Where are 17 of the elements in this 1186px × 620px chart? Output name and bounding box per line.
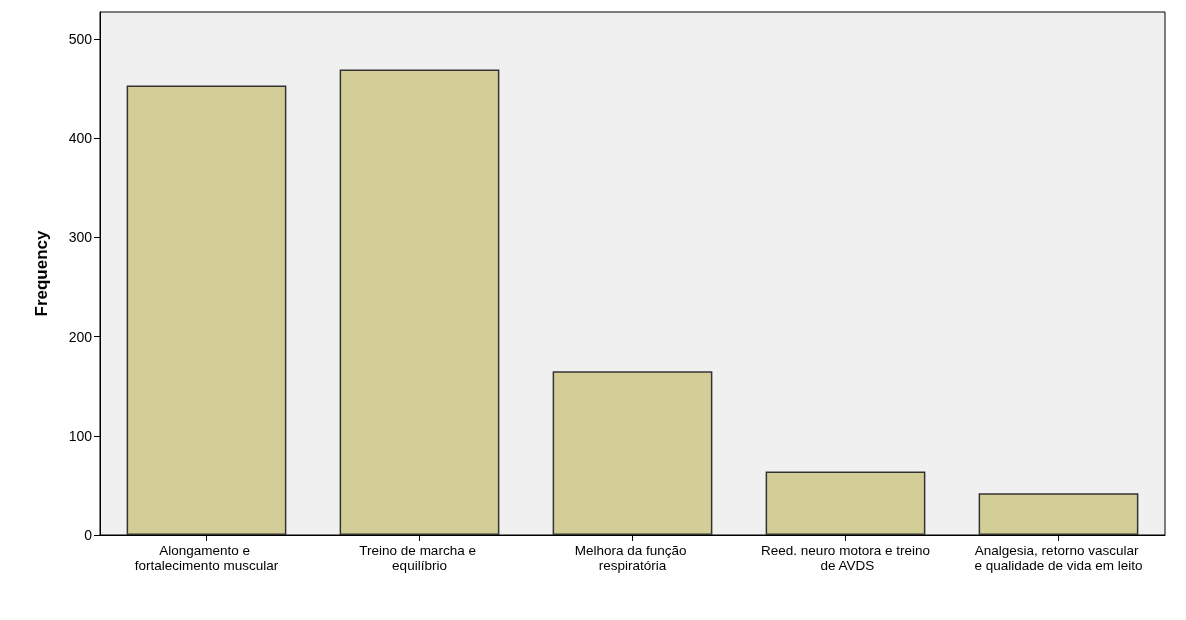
- y-tick-label: 100: [68, 427, 93, 444]
- y-tick-label: 400: [68, 130, 93, 147]
- x-tick-label: Treino de marcha e equilíbrio: [359, 543, 480, 573]
- bar: [765, 471, 926, 535]
- bar: [339, 69, 500, 535]
- x-tick-label: Analgesia, retorno vascular e qualidade de vida em leito: [974, 543, 1143, 573]
- y-axis-title: Frequency: [32, 229, 51, 317]
- x-tick-label: Alongamento e fortalecimento muscular: [134, 543, 279, 573]
- y-tick-label: 500: [68, 30, 93, 47]
- x-tick-label: Reed. neuro motora e treino de AVDS: [761, 543, 930, 573]
- y-tick-label: 0: [84, 527, 93, 543]
- bar: [126, 85, 287, 535]
- bar: [978, 493, 1139, 535]
- bar: [552, 371, 713, 535]
- x-tick-label: Melhora da função respiratória: [574, 543, 691, 573]
- y-tick-label: 300: [68, 229, 93, 246]
- y-tick-label: 200: [68, 328, 93, 345]
